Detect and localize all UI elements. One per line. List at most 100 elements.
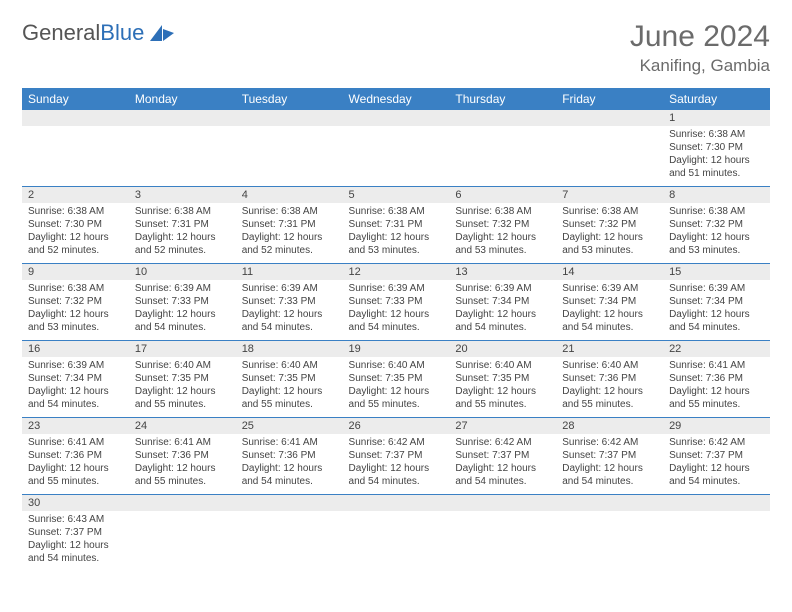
day-details-cell: Sunrise: 6:38 AMSunset: 7:32 PMDaylight:… bbox=[663, 203, 770, 264]
day-details-cell bbox=[449, 126, 556, 187]
day-details-cell bbox=[556, 511, 663, 571]
day-details-cell: Sunrise: 6:39 AMSunset: 7:34 PMDaylight:… bbox=[663, 280, 770, 341]
day-details-cell: Sunrise: 6:43 AMSunset: 7:37 PMDaylight:… bbox=[22, 511, 129, 571]
day-details-cell bbox=[556, 126, 663, 187]
day-label-mon: Monday bbox=[129, 88, 236, 110]
day-number-cell bbox=[556, 495, 663, 512]
day-details-cell: Sunrise: 6:38 AMSunset: 7:32 PMDaylight:… bbox=[449, 203, 556, 264]
week-details-row: Sunrise: 6:41 AMSunset: 7:36 PMDaylight:… bbox=[22, 434, 770, 495]
day-details-cell: Sunrise: 6:39 AMSunset: 7:33 PMDaylight:… bbox=[236, 280, 343, 341]
day-details-cell: Sunrise: 6:42 AMSunset: 7:37 PMDaylight:… bbox=[343, 434, 450, 495]
day-label-sat: Saturday bbox=[663, 88, 770, 110]
day-number-cell: 27 bbox=[449, 418, 556, 435]
day-number-cell: 9 bbox=[22, 264, 129, 281]
day-number-cell: 11 bbox=[236, 264, 343, 281]
day-details-cell: Sunrise: 6:38 AMSunset: 7:30 PMDaylight:… bbox=[22, 203, 129, 264]
day-label-tue: Tuesday bbox=[236, 88, 343, 110]
day-details-cell: Sunrise: 6:39 AMSunset: 7:33 PMDaylight:… bbox=[343, 280, 450, 341]
day-number-cell: 16 bbox=[22, 341, 129, 358]
day-details-cell: Sunrise: 6:41 AMSunset: 7:36 PMDaylight:… bbox=[236, 434, 343, 495]
day-number-cell bbox=[449, 495, 556, 512]
day-details-cell: Sunrise: 6:40 AMSunset: 7:35 PMDaylight:… bbox=[449, 357, 556, 418]
day-details-cell: Sunrise: 6:38 AMSunset: 7:32 PMDaylight:… bbox=[556, 203, 663, 264]
day-number-cell bbox=[343, 495, 450, 512]
day-number-cell: 21 bbox=[556, 341, 663, 358]
day-details-cell: Sunrise: 6:41 AMSunset: 7:36 PMDaylight:… bbox=[129, 434, 236, 495]
day-number-cell: 30 bbox=[22, 495, 129, 512]
calendar-page: GeneralBlue June 2024 Kanifing, Gambia S… bbox=[0, 0, 792, 591]
day-number-cell bbox=[129, 110, 236, 126]
sail-icon bbox=[148, 23, 176, 43]
day-details-cell: Sunrise: 6:42 AMSunset: 7:37 PMDaylight:… bbox=[556, 434, 663, 495]
day-details-cell: Sunrise: 6:38 AMSunset: 7:32 PMDaylight:… bbox=[22, 280, 129, 341]
day-number-cell: 18 bbox=[236, 341, 343, 358]
day-number-cell: 8 bbox=[663, 187, 770, 204]
day-number-cell: 26 bbox=[343, 418, 450, 435]
week-number-row: 1 bbox=[22, 110, 770, 126]
brand-word1: General bbox=[22, 20, 100, 46]
calendar-table: Sunday Monday Tuesday Wednesday Thursday… bbox=[22, 88, 770, 571]
title-block: June 2024 Kanifing, Gambia bbox=[630, 20, 770, 76]
day-details-cell bbox=[343, 126, 450, 187]
day-number-cell: 12 bbox=[343, 264, 450, 281]
day-details-cell: Sunrise: 6:38 AMSunset: 7:31 PMDaylight:… bbox=[129, 203, 236, 264]
week-details-row: Sunrise: 6:38 AMSunset: 7:30 PMDaylight:… bbox=[22, 126, 770, 187]
day-number-cell: 20 bbox=[449, 341, 556, 358]
week-details-row: Sunrise: 6:38 AMSunset: 7:30 PMDaylight:… bbox=[22, 203, 770, 264]
location-label: Kanifing, Gambia bbox=[630, 56, 770, 76]
day-number-cell: 14 bbox=[556, 264, 663, 281]
day-details-cell: Sunrise: 6:40 AMSunset: 7:36 PMDaylight:… bbox=[556, 357, 663, 418]
day-details-cell bbox=[129, 126, 236, 187]
day-number-cell: 28 bbox=[556, 418, 663, 435]
month-title: June 2024 bbox=[630, 20, 770, 54]
day-details-cell: Sunrise: 6:39 AMSunset: 7:34 PMDaylight:… bbox=[22, 357, 129, 418]
day-number-cell bbox=[129, 495, 236, 512]
day-details-cell: Sunrise: 6:38 AMSunset: 7:31 PMDaylight:… bbox=[343, 203, 450, 264]
day-number-cell bbox=[22, 110, 129, 126]
day-details-cell: Sunrise: 6:39 AMSunset: 7:33 PMDaylight:… bbox=[129, 280, 236, 341]
day-number-cell: 17 bbox=[129, 341, 236, 358]
day-number-cell: 23 bbox=[22, 418, 129, 435]
day-number-cell bbox=[556, 110, 663, 126]
week-number-row: 30 bbox=[22, 495, 770, 512]
day-number-cell: 7 bbox=[556, 187, 663, 204]
day-number-cell: 22 bbox=[663, 341, 770, 358]
day-details-cell bbox=[236, 126, 343, 187]
day-details-cell bbox=[343, 511, 450, 571]
day-details-cell bbox=[236, 511, 343, 571]
day-details-cell: Sunrise: 6:42 AMSunset: 7:37 PMDaylight:… bbox=[663, 434, 770, 495]
day-number-cell: 24 bbox=[129, 418, 236, 435]
day-number-cell: 5 bbox=[343, 187, 450, 204]
day-details-cell: Sunrise: 6:40 AMSunset: 7:35 PMDaylight:… bbox=[236, 357, 343, 418]
day-label-sun: Sunday bbox=[22, 88, 129, 110]
day-number-cell: 3 bbox=[129, 187, 236, 204]
day-number-cell: 10 bbox=[129, 264, 236, 281]
page-header: GeneralBlue June 2024 Kanifing, Gambia bbox=[22, 20, 770, 76]
week-details-row: Sunrise: 6:38 AMSunset: 7:32 PMDaylight:… bbox=[22, 280, 770, 341]
week-details-row: Sunrise: 6:43 AMSunset: 7:37 PMDaylight:… bbox=[22, 511, 770, 571]
day-number-cell: 15 bbox=[663, 264, 770, 281]
day-details-cell: Sunrise: 6:41 AMSunset: 7:36 PMDaylight:… bbox=[663, 357, 770, 418]
day-number-cell: 25 bbox=[236, 418, 343, 435]
day-number-cell bbox=[663, 495, 770, 512]
calendar-header-row: Sunday Monday Tuesday Wednesday Thursday… bbox=[22, 88, 770, 110]
day-label-fri: Friday bbox=[556, 88, 663, 110]
day-label-thu: Thursday bbox=[449, 88, 556, 110]
week-details-row: Sunrise: 6:39 AMSunset: 7:34 PMDaylight:… bbox=[22, 357, 770, 418]
day-number-cell bbox=[343, 110, 450, 126]
day-details-cell: Sunrise: 6:40 AMSunset: 7:35 PMDaylight:… bbox=[129, 357, 236, 418]
day-number-cell: 19 bbox=[343, 341, 450, 358]
day-details-cell bbox=[22, 126, 129, 187]
day-details-cell: Sunrise: 6:39 AMSunset: 7:34 PMDaylight:… bbox=[449, 280, 556, 341]
day-details-cell: Sunrise: 6:41 AMSunset: 7:36 PMDaylight:… bbox=[22, 434, 129, 495]
brand-logo: GeneralBlue bbox=[22, 20, 176, 46]
day-details-cell: Sunrise: 6:40 AMSunset: 7:35 PMDaylight:… bbox=[343, 357, 450, 418]
day-number-cell: 6 bbox=[449, 187, 556, 204]
day-details-cell bbox=[663, 511, 770, 571]
day-number-cell: 29 bbox=[663, 418, 770, 435]
day-label-wed: Wednesday bbox=[343, 88, 450, 110]
day-number-cell bbox=[236, 495, 343, 512]
day-details-cell bbox=[449, 511, 556, 571]
day-number-cell: 13 bbox=[449, 264, 556, 281]
week-number-row: 23242526272829 bbox=[22, 418, 770, 435]
